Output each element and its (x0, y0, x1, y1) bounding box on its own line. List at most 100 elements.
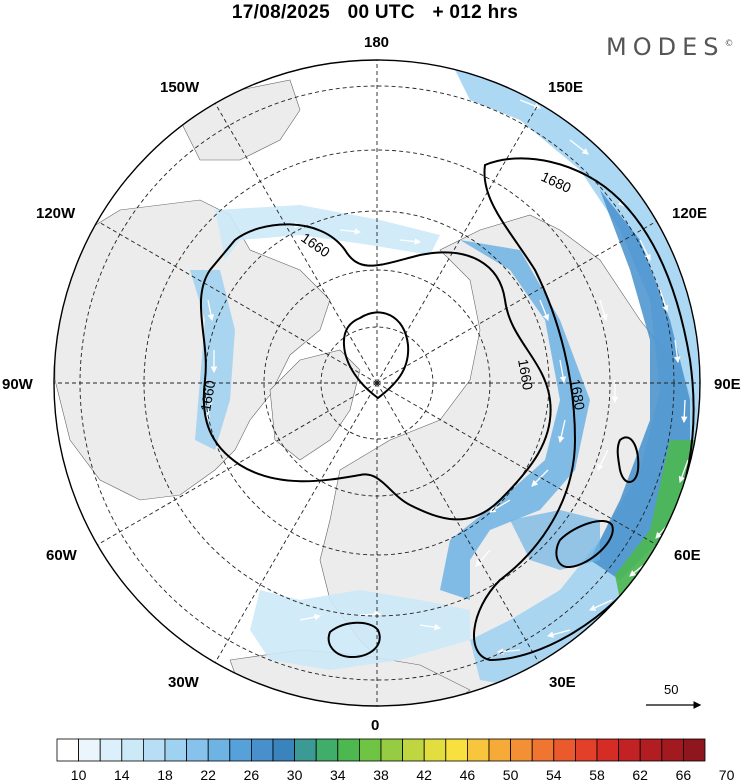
colorbar-swatch (121, 738, 144, 762)
colorbar-swatch (250, 738, 274, 762)
jet-stream-central-asia-shading (510, 510, 600, 570)
colorbar-tick-label: 62 (632, 767, 648, 783)
colorbar-swatch (358, 738, 382, 762)
colorbar-swatch (531, 738, 555, 762)
colorbar-tick-label: 58 (589, 767, 605, 783)
wind-shading (190, 60, 700, 690)
colorbar-swatch (207, 738, 231, 762)
colorbar-swatch (186, 738, 209, 762)
colorbar-tick-label: 38 (373, 767, 389, 783)
meridian-60e (376, 382, 658, 546)
wind-vector (599, 299, 608, 322)
lon-label-60w: 60W (46, 547, 77, 564)
meridian-150e (376, 102, 540, 384)
colorbar-swatch (315, 738, 339, 762)
colorbar-tick-label: 50 (502, 767, 519, 783)
brand-mark: © (724, 39, 734, 49)
colorbar-swatch (272, 738, 296, 762)
reference-vector-label: 50 (664, 682, 679, 697)
colorbar-swatch (380, 738, 404, 762)
meridian-120e (376, 220, 658, 384)
lon-label-120w: 120W (36, 205, 76, 222)
lon-label-30w: 30W (168, 674, 199, 691)
colorbar-swatch (488, 738, 512, 762)
wind-vector (597, 449, 609, 471)
colorbar-tick-label: 46 (459, 767, 476, 783)
colorbar-swatch (337, 738, 360, 762)
colorbar (56, 738, 706, 762)
lon-label-150e: 150E (548, 79, 584, 96)
contour-closed-asia (555, 520, 614, 569)
alaska-land (179, 79, 301, 161)
wind-vector (475, 549, 491, 567)
wind-vector (299, 613, 322, 621)
colorbar-swatch (575, 738, 598, 762)
contour-label: 1660 (197, 379, 218, 413)
lon-label-120e: 120E (672, 205, 708, 222)
wind-vector (659, 289, 669, 313)
colorbar-swatch (466, 738, 490, 762)
contour-closed-atlantic (327, 621, 381, 659)
colorbar-swatch (99, 738, 123, 762)
contour-label: 1680 (567, 378, 588, 412)
colorbar-tick-label: 70 (718, 767, 735, 783)
lon-label-60e: 60E (674, 547, 701, 564)
wind-vector (531, 469, 549, 487)
contour-closed-east (616, 436, 640, 483)
colorbar-swatch (639, 738, 663, 762)
meridian-30e (376, 382, 540, 664)
contour-1660-main (199, 223, 552, 521)
wind-vector (539, 299, 550, 322)
title: 17/08/2025 00 UTC + 012 hrs (0, 2, 750, 24)
contour-1660-pole (342, 311, 410, 400)
contour-label: 1660 (515, 358, 536, 392)
wind-vector (639, 239, 651, 261)
jet-stream-atlantic-shading (250, 590, 470, 670)
jet-stream-asia-shading (440, 240, 590, 600)
colorbar-swatch (683, 738, 706, 762)
wind-vector (674, 339, 681, 364)
wind-vector (589, 599, 613, 611)
jet-stream-america-shading (190, 270, 235, 450)
title-lead: + 012 hrs (432, 2, 519, 23)
colorbar-tick-label: 10 (70, 767, 87, 783)
geopotential-contours (199, 157, 695, 662)
colorbar-tick-label: 26 (243, 767, 260, 783)
colorbar-swatch (78, 738, 101, 762)
colorbar-swatch (445, 738, 468, 762)
colorbar-swatch (229, 738, 252, 762)
colorbar-swatch (596, 738, 620, 762)
colorbar-tick-label: 54 (546, 767, 562, 783)
colorbar-tick-label: 30 (286, 767, 303, 783)
meridian-150w (214, 102, 378, 384)
colorbar-swatch (423, 738, 447, 762)
lon-label-0: 0 (371, 717, 380, 734)
colorbar-tick-label: 66 (675, 767, 692, 783)
lon-label-150w: 150W (160, 79, 200, 96)
colorbar-swatch (618, 738, 641, 762)
colorbar-tick-label: 42 (416, 767, 432, 783)
lon-label-90w: 90W (2, 376, 33, 393)
wind-vector (569, 139, 589, 155)
lon-label-90e: 90E (714, 376, 741, 393)
colorbar-tick-label: 14 (114, 767, 130, 783)
colorbar-swatch (510, 738, 533, 762)
brand-name: MODES (606, 33, 725, 61)
wind-vector (204, 399, 213, 422)
title-run: 00 UTC (347, 2, 415, 23)
colorbar-tick-label: 34 (330, 767, 346, 783)
title-date: 17/08/2025 (231, 2, 330, 23)
brand-logo: MODES© (606, 33, 733, 61)
meridian-120w (96, 220, 378, 384)
wind-vector (207, 299, 215, 322)
colorbar-tick-label: 18 (157, 767, 173, 783)
wind-vector (419, 623, 442, 631)
colorbar-swatch (56, 738, 80, 762)
wind-vector (399, 238, 422, 245)
colorbar-swatch (143, 738, 166, 762)
jet-stream-pacific-shading (215, 205, 440, 260)
jet-max-green-shading (615, 440, 700, 600)
colorbar-tick-label: 22 (200, 767, 216, 783)
contour-1680 (473, 157, 695, 662)
